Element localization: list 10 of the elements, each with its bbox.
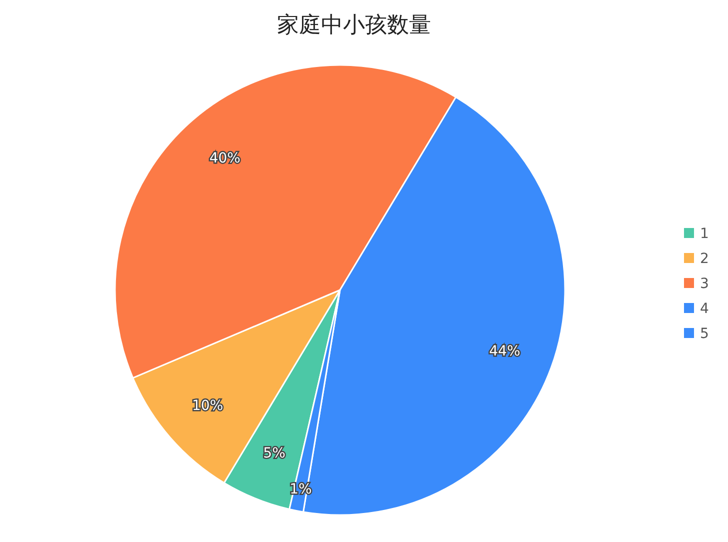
legend-label: 2 — [700, 251, 709, 267]
legend-label: 5 — [700, 326, 709, 342]
data-label: 44% — [489, 344, 520, 360]
legend-label: 1 — [700, 226, 709, 242]
data-label: 40% — [209, 150, 240, 167]
data-label: 5% — [263, 446, 286, 462]
chart-title: 家庭中小孩数量 — [277, 13, 431, 38]
data-label: 10% — [192, 398, 224, 414]
legend-label: 3 — [700, 276, 709, 292]
legend-label: 4 — [700, 301, 709, 317]
